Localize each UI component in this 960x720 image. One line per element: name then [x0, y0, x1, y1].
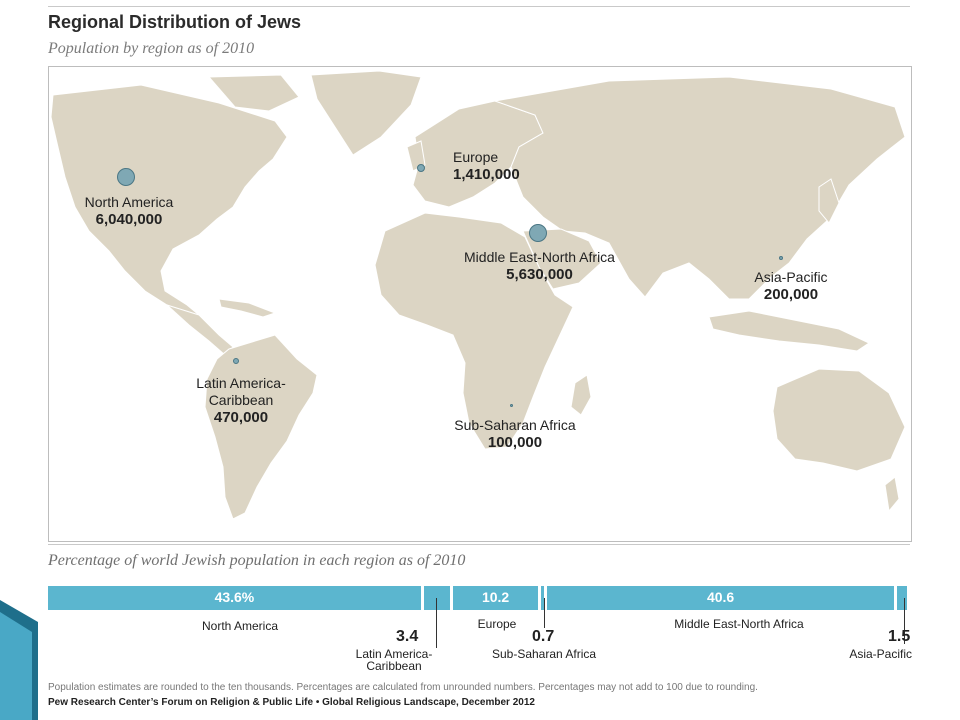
slide-corner-accent [0, 600, 38, 720]
bar-segment-mena [547, 586, 895, 610]
north-america-population: 6,040,000 [95, 211, 163, 228]
new-zealand-shape [884, 476, 900, 513]
sub-saharan-label: Sub-Saharan Africa 100,000 [437, 417, 593, 451]
top-rule [48, 6, 910, 7]
sub-saharan-population: 100,000 [487, 434, 543, 451]
europe-name: Europe [453, 149, 499, 165]
latin-america-name-line1: Latin America- [196, 375, 286, 391]
world-map-svg [50, 70, 906, 520]
latin-america-population: 470,000 [213, 409, 269, 426]
japan-shape [818, 178, 840, 224]
sub-saharan-name: Sub-Saharan Africa [454, 417, 576, 433]
sub-saharan-tick [544, 598, 545, 628]
asia-pacific-value: 1.5 [888, 628, 911, 645]
bar-segment-asia-pacific [897, 586, 907, 610]
mena-label: Middle East-North Africa 5,630,000 [447, 249, 632, 283]
bar-label-latin-line1: Latin America- [355, 647, 433, 661]
arctic-islands-shape [207, 74, 300, 112]
madagascar-shape [570, 374, 592, 416]
bar-segment-north-america [48, 586, 421, 610]
bar-label-latin-line2: Caribbean [366, 659, 422, 673]
north-america-shape [50, 84, 288, 316]
asia-pacific-bubble [779, 256, 783, 260]
bar-label-mena: Middle East-North Africa [674, 617, 804, 631]
bar-value-label-north-america: 43.6% [214, 589, 255, 605]
latin-america-tick [436, 598, 437, 648]
latin-america-label: Latin America- Caribbean 470,000 [181, 375, 301, 426]
bar-label-sub-saharan: Sub-Saharan Africa [491, 647, 597, 661]
mena-population: 5,630,000 [506, 266, 573, 283]
latin-america-name-line2: Caribbean [208, 392, 274, 408]
world-map: North America 6,040,000 Europe 1,410,000… [48, 66, 912, 542]
north-america-bubble [117, 168, 135, 186]
asia-pacific-label: Asia-Pacific 200,000 [743, 269, 839, 303]
bar-value-label-mena: 40.6 [706, 589, 735, 605]
south-america-shape [204, 334, 318, 520]
source-line: Pew Research Center’s Forum on Religion … [48, 697, 535, 708]
asia-pacific-tick [904, 598, 905, 644]
europe-bubble [417, 164, 425, 172]
asia-shape [493, 76, 906, 300]
latin-america-bubble [233, 358, 239, 364]
sub-saharan-value: 0.7 [532, 628, 555, 645]
europe-population: 1,410,000 [453, 166, 520, 183]
bar-label-asia-pacific: Asia-Pacific [849, 647, 912, 661]
central-america-shape [166, 304, 234, 356]
bar-label-europe: Europe [477, 617, 517, 631]
greenland-shape [310, 70, 422, 156]
latin-america-value: 3.4 [396, 628, 419, 645]
bar-segment-sub-saharan [541, 586, 545, 610]
chart-title: Regional Distribution of Jews [48, 12, 302, 32]
footnote: Population estimates are rounded to the … [48, 682, 758, 693]
australia-shape [772, 368, 906, 472]
asia-pacific-population: 200,000 [763, 286, 819, 303]
bar-value-label-europe: 10.2 [481, 589, 510, 605]
uk-shape [406, 140, 426, 172]
europe-label: Europe 1,410,000 [453, 149, 543, 183]
caribbean-shape [218, 298, 277, 318]
north-america-label: North America 6,040,000 [69, 194, 189, 228]
bar-label-north-america: North America [201, 619, 279, 633]
asia-pacific-name: Asia-Pacific [754, 269, 828, 285]
section-rule [48, 544, 910, 545]
bar-section-title: Percentage of world Jewish population in… [48, 552, 466, 569]
chart-subtitle: Population by region as of 2010 [48, 40, 255, 57]
sea-islands-shape [708, 310, 871, 352]
mena-bubble [529, 224, 547, 242]
bar-segment-europe [453, 586, 539, 610]
africa-shape [374, 212, 574, 450]
north-america-name: North America [84, 194, 174, 210]
sub-saharan-bubble [510, 404, 513, 407]
mena-name: Middle East-North Africa [464, 249, 615, 265]
percentage-bar: 43.6% 10.2 40.6 [48, 586, 910, 610]
